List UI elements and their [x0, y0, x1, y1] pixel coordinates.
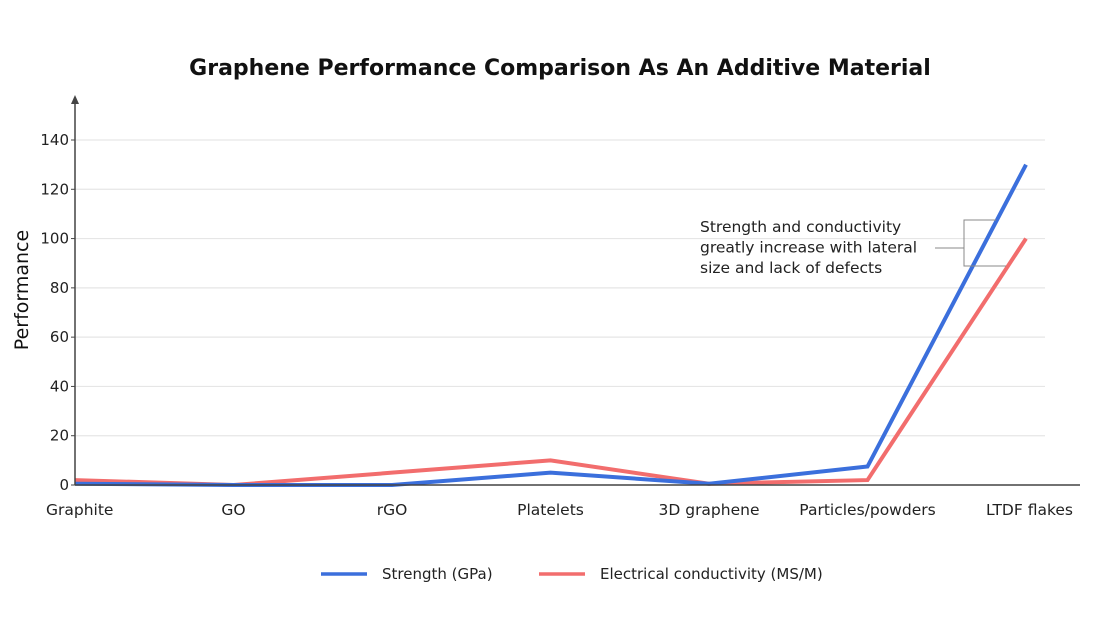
y-tick-label: 0	[59, 476, 69, 494]
y-axis-arrow-icon	[71, 95, 79, 104]
x-tick-label: LTDF flakes	[986, 501, 1073, 519]
x-tick-label: Platelets	[517, 501, 584, 519]
y-tick-label: 100	[40, 230, 69, 248]
annotation-text: size and lack of defects	[700, 259, 882, 277]
y-tick-label: 120	[40, 180, 69, 198]
series-line-0	[74, 163, 1028, 487]
annotation-text: greatly increase with lateral	[700, 239, 917, 257]
y-axis-label: Performance	[11, 230, 33, 350]
series-line-1	[74, 237, 1028, 488]
legend-label: Electrical conductivity (MS/M)	[600, 565, 823, 583]
x-tick-labels: Graphite GO rGO Platelets 3D graphene Particl…	[46, 501, 1073, 519]
y-tick-label: 60	[50, 328, 69, 346]
annotation-text: Strength and conductivity	[700, 218, 901, 236]
series-lines	[74, 163, 1028, 488]
legend-label: Strength (GPa)	[382, 565, 493, 583]
y-tick-label: 40	[50, 377, 69, 395]
x-tick-label: GO	[221, 501, 245, 519]
annotation-bracket	[935, 219, 1006, 267]
axes	[71, 95, 1080, 486]
y-tick-label: 140	[40, 131, 69, 149]
chart-title: Graphene Performance Comparison As An Ad…	[189, 56, 931, 81]
legend: Strength (GPa) Electrical conductivity (M…	[321, 565, 823, 583]
y-tick-label: 20	[50, 427, 69, 445]
x-tick-label: rGO	[377, 501, 408, 519]
y-tick-labels: 0 20 40 60 80 100 120 140	[40, 131, 75, 494]
gridlines	[75, 139, 1045, 437]
x-tick-label: Particles/powders	[799, 501, 935, 519]
x-tick-label: Graphite	[46, 501, 113, 519]
y-tick-label: 80	[50, 279, 69, 297]
x-tick-label: 3D graphene	[659, 501, 760, 519]
annotation: Strength and conductivity greatly increas…	[700, 218, 1006, 277]
